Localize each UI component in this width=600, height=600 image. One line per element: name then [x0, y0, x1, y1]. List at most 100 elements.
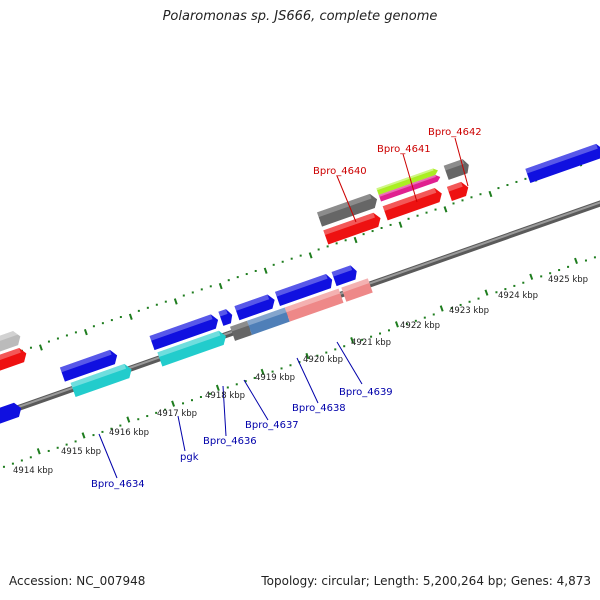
scale-dot — [290, 257, 293, 260]
gene-label-bpro4640[interactable]: Bpro_4640 — [313, 166, 367, 177]
scale-tick — [218, 282, 223, 290]
scale-tick — [488, 190, 493, 198]
scale-dot — [245, 273, 248, 276]
scale-dot — [29, 346, 32, 349]
scale-tick — [81, 432, 86, 439]
outer-scale-ruler — [2, 153, 599, 358]
scale-dot — [407, 217, 410, 220]
gene-label-bpro4637[interactable]: Bpro_4637 — [245, 420, 299, 431]
scale-dot — [11, 462, 14, 465]
scale-dot — [540, 275, 543, 278]
scale-dot — [380, 226, 383, 229]
scale-tick — [353, 236, 358, 244]
gene-bpro4636-gray — [230, 320, 252, 341]
scale-dot — [101, 430, 104, 433]
scale-dot — [226, 386, 229, 389]
scale-dot — [513, 284, 516, 287]
tick-label-4919: 4919 kbp — [255, 373, 295, 383]
gene-arrow-pgk-blue — [149, 314, 219, 351]
scale-tick — [260, 368, 265, 376]
gene-label-bpro4641[interactable]: Bpro_4641 — [377, 144, 431, 155]
gene-label-bpro4638[interactable]: Bpro_4638 — [292, 403, 346, 414]
tick-label-4916: 4916 kbp — [109, 428, 149, 438]
scale-dot — [389, 223, 392, 226]
gene-arrow-bpro4640-red — [323, 212, 381, 245]
scale-dot — [253, 376, 256, 379]
gene-arrow-left-edge-blue — [0, 402, 22, 426]
scale-dot — [425, 211, 428, 214]
gene-arrow-bpro4642-gray — [443, 159, 469, 180]
scale-dot — [56, 337, 59, 340]
scale-dot — [92, 434, 95, 437]
tick-label-4921: 4921 kbp — [351, 338, 391, 348]
scale-dot — [405, 322, 408, 325]
gene-arrow-right-blue — [525, 143, 600, 183]
scale-dot — [459, 303, 462, 306]
scale-dot — [280, 367, 283, 370]
scale-dot — [65, 334, 68, 337]
scale-dot — [191, 291, 194, 294]
scale-dot — [343, 345, 346, 348]
scale-dot — [236, 276, 239, 279]
scale-dot — [164, 300, 167, 303]
tick-label-4920: 4920 kbp — [303, 355, 343, 365]
scale-dot — [74, 331, 77, 334]
gene-label-bpro4636[interactable]: Bpro_4636 — [203, 436, 257, 447]
scale-dot — [2, 465, 5, 468]
gene-arrow-bpro4641-red — [382, 188, 442, 221]
page-title: Polaromonas sp. JS666, complete genome — [162, 9, 438, 24]
gene-label-bpro4634[interactable]: Bpro_4634 — [91, 479, 145, 490]
genome-summary-text: Topology: circular; Length: 5,200,264 bp… — [261, 574, 591, 588]
scale-dot — [334, 348, 337, 351]
scale-dot — [335, 242, 338, 245]
gene-arrow-bpro4638-blue — [274, 273, 333, 307]
scale-dot — [477, 297, 480, 300]
scale-tick — [439, 305, 444, 312]
tick-label-4925: 4925 kbp — [548, 275, 588, 285]
scale-dot — [271, 370, 274, 373]
scale-dot — [549, 272, 552, 275]
scale-dot — [325, 351, 328, 354]
scale-tick — [394, 321, 399, 328]
gene-arrow-bpro4641-magenta — [378, 175, 441, 202]
scale-tick — [36, 448, 41, 455]
scale-dot — [289, 364, 292, 367]
gene-label-bpro4642[interactable]: Bpro_4642 — [428, 127, 482, 138]
scale-dot — [387, 329, 390, 332]
gene-arrow-bpro4642-red — [446, 181, 469, 202]
tick-label-4915: 4915 kbp — [61, 447, 101, 457]
scale-dot — [209, 285, 212, 288]
scale-dot — [244, 380, 247, 383]
scale-tick — [305, 352, 310, 360]
accession-text: Accession: NC_007948 — [9, 574, 146, 588]
inner-scale-ruler — [2, 256, 596, 468]
scale-dot — [110, 427, 113, 430]
scale-dot — [317, 248, 320, 251]
scale-dot — [522, 281, 525, 284]
scale-dot — [155, 303, 158, 306]
scale-dot — [182, 294, 185, 297]
scale-tick — [171, 400, 176, 407]
scale-dot — [452, 202, 455, 205]
scale-dot — [584, 259, 587, 262]
gene-label-bpro4639[interactable]: Bpro_4639 — [339, 387, 393, 398]
gene-arrow-bpro4641-lime — [376, 168, 438, 195]
scale-dot — [344, 239, 347, 242]
scale-dot — [254, 269, 257, 272]
scale-dot — [47, 449, 50, 452]
scale-tick — [350, 337, 355, 344]
scale-tick — [574, 257, 578, 265]
gene-labels: Bpro_4634 pgk Bpro_4636 Bpro_4637 Bpro_4… — [91, 127, 482, 490]
gene-label-pgk[interactable]: pgk — [180, 452, 199, 463]
tick-label-4917: 4917 kbp — [157, 409, 197, 419]
label-callout-lines — [98, 137, 469, 479]
scale-dot — [468, 300, 471, 303]
scale-dot — [461, 199, 464, 202]
scale-dot — [65, 443, 68, 446]
scale-dot — [208, 392, 211, 395]
scale-dot — [101, 322, 104, 325]
scale-dot — [567, 265, 570, 268]
scale-dot — [434, 208, 437, 211]
scale-dot — [137, 309, 140, 312]
